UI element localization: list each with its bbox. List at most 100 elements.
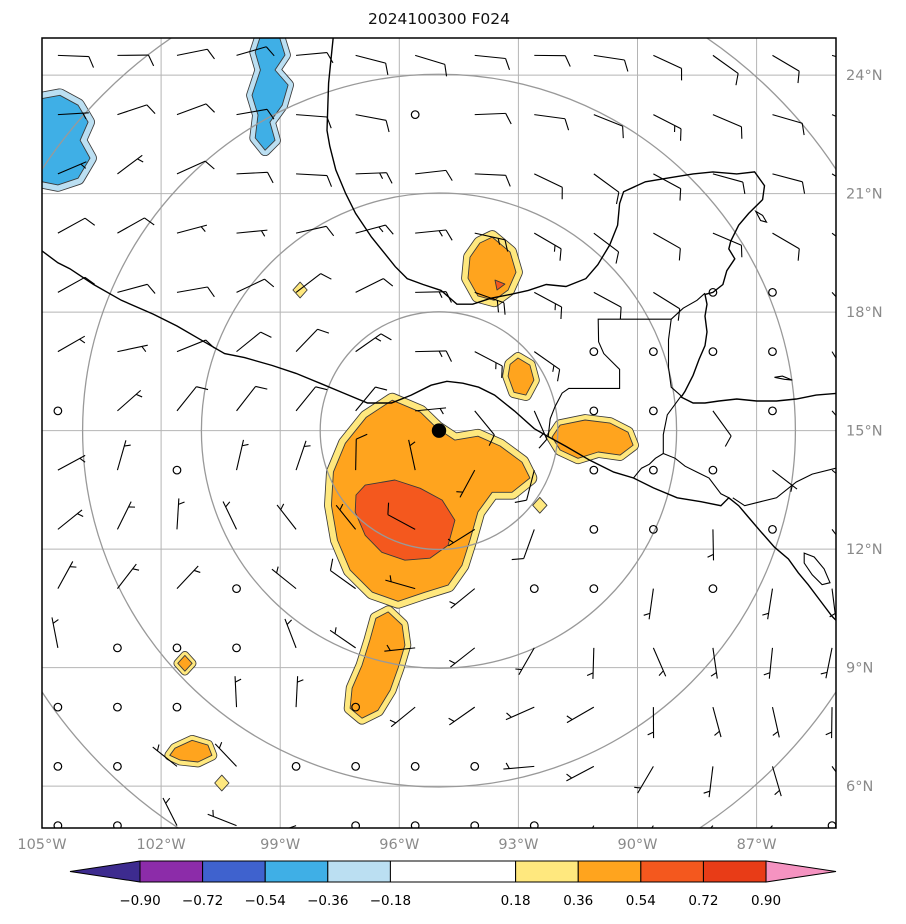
island-outline xyxy=(754,209,768,223)
country-border xyxy=(547,318,672,437)
wind-barb xyxy=(712,54,739,74)
lat-tick-label: 21°N xyxy=(846,187,883,203)
lat-tick-label: 24°N xyxy=(846,68,883,84)
wind-barb xyxy=(653,173,681,190)
coastline xyxy=(326,38,836,404)
wind-barb xyxy=(592,647,595,679)
wind-barb xyxy=(712,647,718,679)
calm-wind-marker xyxy=(648,465,658,475)
wind-barb xyxy=(387,514,416,530)
calm-wind-marker xyxy=(708,584,718,594)
wind-barb xyxy=(295,225,327,234)
wind-barb xyxy=(772,54,800,72)
calm-wind-marker xyxy=(768,406,777,416)
colorbar-tick-label: −0.54 xyxy=(245,893,286,909)
calm-wind-marker xyxy=(113,821,122,828)
island-outline xyxy=(774,375,793,381)
pos-area-south xyxy=(349,611,406,719)
wind-barb xyxy=(831,351,836,360)
calm-wind-marker xyxy=(589,465,599,475)
wind-barb xyxy=(355,54,386,64)
wind-barb xyxy=(355,114,387,121)
wind-barb xyxy=(566,706,595,724)
calm-wind-marker xyxy=(172,643,182,653)
lon-tick-label: 90°W xyxy=(617,837,657,853)
wind-barb xyxy=(591,825,595,828)
wind-barb xyxy=(235,439,245,471)
wind-barb xyxy=(772,469,798,490)
wind-barb xyxy=(474,291,505,304)
wind-barb xyxy=(117,389,142,412)
wind-barb xyxy=(415,54,445,65)
wind-barb xyxy=(712,232,742,246)
calm-wind-marker xyxy=(113,643,122,653)
wind-barb xyxy=(390,706,416,728)
wind-barb xyxy=(474,232,506,241)
colorbar-tick-label: −0.90 xyxy=(119,893,160,909)
wind-barb xyxy=(295,440,307,471)
wind-barb xyxy=(450,647,476,668)
wind-barb xyxy=(534,173,563,188)
wind-barb xyxy=(653,232,681,249)
wind-barb xyxy=(415,350,447,353)
calm-wind-marker xyxy=(708,347,718,357)
pos-area-isthmus xyxy=(507,357,535,396)
wind-barb xyxy=(593,114,623,127)
wind-barb xyxy=(653,114,682,130)
calm-wind-marker xyxy=(768,524,777,534)
wind-barb xyxy=(296,173,328,177)
plot-frame xyxy=(41,37,837,829)
wind-barb xyxy=(503,765,535,770)
wind-barb xyxy=(57,217,86,234)
wind-barb xyxy=(116,440,127,471)
colorbar-band xyxy=(389,860,517,883)
contour-fill-regions xyxy=(42,38,639,792)
wind-barb xyxy=(222,501,238,530)
calm-wind-marker xyxy=(708,287,718,297)
wind-barb xyxy=(385,579,416,590)
country-border xyxy=(670,292,706,320)
wind-barb xyxy=(772,114,803,124)
lon-tick-label: 93°W xyxy=(498,837,538,853)
calm-wind-marker xyxy=(470,821,480,828)
wind-barb xyxy=(329,629,356,649)
storm-center-marker xyxy=(431,423,447,438)
wind-barb xyxy=(772,232,800,250)
calm-wind-marker xyxy=(529,584,539,594)
wind-barb xyxy=(712,529,715,561)
wind-barb xyxy=(214,743,237,767)
pos-area-southwest xyxy=(169,739,213,763)
calm-wind-marker xyxy=(113,761,122,771)
wind-barb xyxy=(526,469,535,501)
wind-barb xyxy=(593,54,625,61)
wind-barb xyxy=(57,509,83,530)
wind-barb xyxy=(653,291,680,310)
calm-wind-marker xyxy=(648,406,658,416)
chart-title: 2024100300 F024 xyxy=(368,10,510,28)
wind-barb xyxy=(117,154,143,175)
lon-tick-label: 96°W xyxy=(379,837,419,853)
colorbar-tick-label: 0.90 xyxy=(751,893,781,909)
lat-axis-labels: 24°N 21°N 18°N 15°N 12°N 9°N 6°N xyxy=(846,68,883,795)
wind-barb xyxy=(474,54,506,60)
pos-core-main xyxy=(354,479,456,561)
wind-barb xyxy=(57,112,89,116)
wind-barb xyxy=(474,410,495,436)
colorbar-left-arrow xyxy=(69,860,141,883)
wind-barb xyxy=(117,104,148,116)
wind-barb xyxy=(637,766,654,794)
wind-barb xyxy=(459,469,476,498)
wind-barb xyxy=(284,618,297,649)
wind-barb xyxy=(355,278,384,293)
calm-wind-marker xyxy=(768,287,777,297)
colorbar-tick-label: 0.18 xyxy=(501,893,531,909)
colorbar-band xyxy=(702,860,767,883)
calm-wind-marker xyxy=(351,702,361,712)
wind-barb xyxy=(117,217,145,234)
colorbar-right-arrow xyxy=(765,860,837,883)
wind-barb xyxy=(534,114,566,120)
wind-barb xyxy=(355,386,376,412)
wind-barb xyxy=(176,48,208,56)
wind-barb xyxy=(117,344,148,353)
